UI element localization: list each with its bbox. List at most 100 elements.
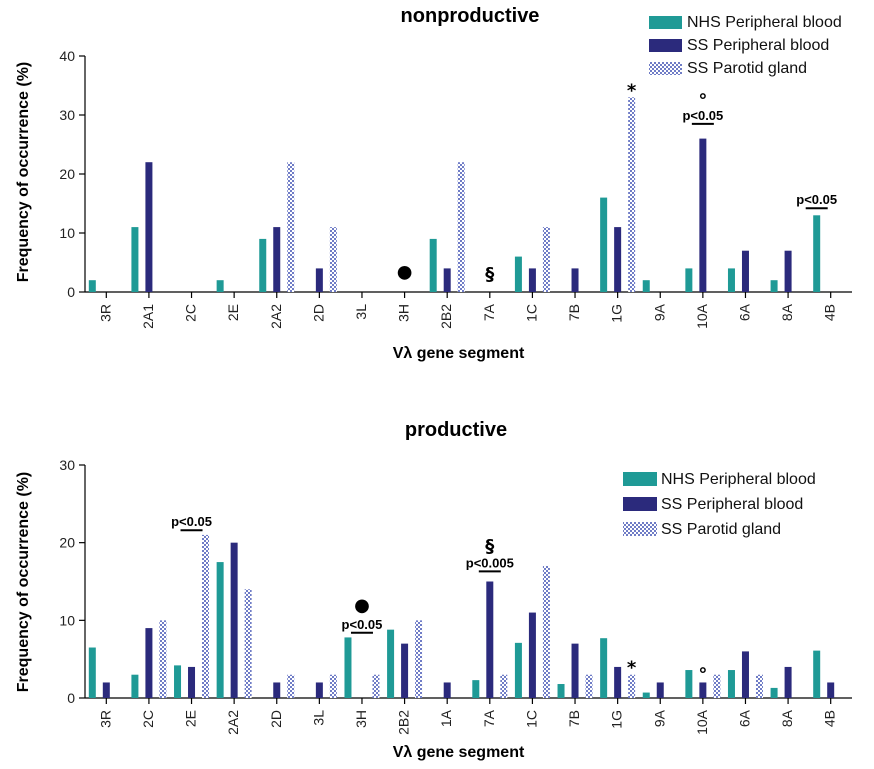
bar-ss-peripheral-blood xyxy=(315,268,323,292)
x-tick-label: 2E xyxy=(183,710,199,727)
y-tick-label: 0 xyxy=(67,284,75,300)
x-tick-label: 3R xyxy=(97,710,113,728)
bar-ss-peripheral-blood xyxy=(528,612,536,698)
x-tick-label: 7B xyxy=(566,710,582,727)
x-tick-label: 3L xyxy=(353,304,369,320)
bar-ss-peripheral-blood xyxy=(230,542,238,698)
x-tick-label: 7A xyxy=(481,709,497,727)
x-tick-label: 1G xyxy=(609,304,625,323)
bar-nhs-peripheral-blood xyxy=(216,562,224,698)
legend-label: SS Peripheral blood xyxy=(661,496,803,513)
bar-nhs-peripheral-blood xyxy=(642,280,650,292)
y-tick-label: 40 xyxy=(59,48,75,64)
significance-symbol: ● xyxy=(397,261,413,282)
y-tick-label: 30 xyxy=(59,457,75,473)
x-tick-label: 1C xyxy=(523,304,539,322)
x-tick-label: 3H xyxy=(353,710,369,728)
bar-ss-peripheral-blood xyxy=(741,250,749,292)
x-tick-label: 8A xyxy=(779,303,795,321)
bar-nhs-peripheral-blood xyxy=(216,280,224,292)
legend-swatch xyxy=(623,522,657,536)
bar-nhs-peripheral-blood xyxy=(600,197,608,292)
bar-ss-peripheral-blood xyxy=(102,682,110,698)
y-tick-label: 10 xyxy=(59,225,75,241)
significance-symbol: * xyxy=(627,80,637,101)
x-tick-label: 6A xyxy=(736,303,752,321)
x-tick-label: 8A xyxy=(779,709,795,727)
bar-ss-parotid-gland xyxy=(287,162,295,292)
x-tick-label: 2A2 xyxy=(225,710,241,735)
bar-nhs-peripheral-blood xyxy=(685,268,693,292)
bar-ss-parotid-gland xyxy=(329,674,337,698)
bar-nhs-peripheral-blood xyxy=(131,227,139,292)
x-tick-label: 2C xyxy=(140,710,156,728)
bar-ss-peripheral-blood xyxy=(784,250,792,292)
y-tick-label: 30 xyxy=(59,107,75,123)
bar-ss-parotid-gland xyxy=(628,97,636,292)
x-tick-label: 6A xyxy=(736,709,752,727)
bar-ss-parotid-gland xyxy=(159,620,167,698)
y-tick-label: 20 xyxy=(59,535,75,551)
y-tick-label: 20 xyxy=(59,166,75,182)
bar-ss-peripheral-blood xyxy=(443,268,451,292)
bar-ss-peripheral-blood xyxy=(827,682,835,698)
x-tick-label: 10A xyxy=(694,709,710,735)
bar-ss-peripheral-blood xyxy=(401,643,409,698)
bar-nhs-peripheral-blood xyxy=(770,280,778,292)
bar-nhs-peripheral-blood xyxy=(514,256,522,292)
bar-nhs-peripheral-blood xyxy=(727,268,735,292)
bar-ss-peripheral-blood xyxy=(699,138,707,292)
bar-ss-peripheral-blood xyxy=(528,268,536,292)
bar-nhs-peripheral-blood xyxy=(131,674,139,698)
bar-nhs-peripheral-blood xyxy=(557,684,565,698)
bar-ss-parotid-gland xyxy=(542,565,550,698)
y-tick-label: 10 xyxy=(59,612,75,628)
x-tick-label: 1C xyxy=(523,710,539,728)
x-tick-label: 2D xyxy=(268,710,284,728)
bar-ss-peripheral-blood xyxy=(571,643,579,698)
x-tick-label: 2B2 xyxy=(438,304,454,329)
p-value-label: p<0.05 xyxy=(342,617,383,632)
significance-symbol: § xyxy=(485,264,494,285)
bar-ss-parotid-gland xyxy=(713,674,721,698)
bar-ss-parotid-gland xyxy=(628,674,636,698)
bar-ss-peripheral-blood xyxy=(614,666,622,698)
legend-swatch xyxy=(623,497,657,511)
p-value-label: p<0.05 xyxy=(682,108,723,123)
x-axis-title: Vλ gene segment xyxy=(393,345,525,362)
legend-label: NHS Peripheral blood xyxy=(661,471,816,488)
bar-ss-peripheral-blood xyxy=(273,682,281,698)
significance-symbol: * xyxy=(627,658,637,679)
significance-symbol: § xyxy=(485,536,494,557)
significance-symbol: ° xyxy=(698,91,707,112)
x-tick-label: 4B xyxy=(822,710,838,727)
x-tick-label: 2E xyxy=(225,304,241,321)
p-value-label: p<0.05 xyxy=(796,192,837,207)
legend-swatch xyxy=(649,62,682,75)
bar-ss-parotid-gland xyxy=(457,162,465,292)
chart-title: nonproductive xyxy=(401,5,540,27)
bar-ss-peripheral-blood xyxy=(571,268,579,292)
x-tick-label: 4B xyxy=(822,304,838,321)
bar-ss-parotid-gland xyxy=(585,674,593,698)
x-tick-label: 2B2 xyxy=(396,710,412,735)
significance-symbol: ● xyxy=(354,595,370,616)
bar-ss-peripheral-blood xyxy=(315,682,323,698)
legend-label: NHS Peripheral blood xyxy=(687,14,842,31)
legend-label: SS Parotid gland xyxy=(687,60,807,77)
bar-nhs-peripheral-blood xyxy=(642,692,650,698)
bar-ss-peripheral-blood xyxy=(741,651,749,698)
bar-nhs-peripheral-blood xyxy=(727,670,735,698)
bar-nhs-peripheral-blood xyxy=(174,665,182,698)
legend-label: SS Parotid gland xyxy=(661,521,781,538)
x-tick-label: 2A2 xyxy=(268,304,284,329)
bar-nhs-peripheral-blood xyxy=(514,642,522,698)
bar-nhs-peripheral-blood xyxy=(472,680,480,698)
bar-nhs-peripheral-blood xyxy=(344,637,352,698)
bar-nhs-peripheral-blood xyxy=(813,215,821,292)
bar-ss-parotid-gland xyxy=(755,674,763,698)
p-value-label: p<0.05 xyxy=(171,514,212,529)
bar-ss-parotid-gland xyxy=(500,674,508,698)
bar-nhs-peripheral-blood xyxy=(770,687,778,698)
